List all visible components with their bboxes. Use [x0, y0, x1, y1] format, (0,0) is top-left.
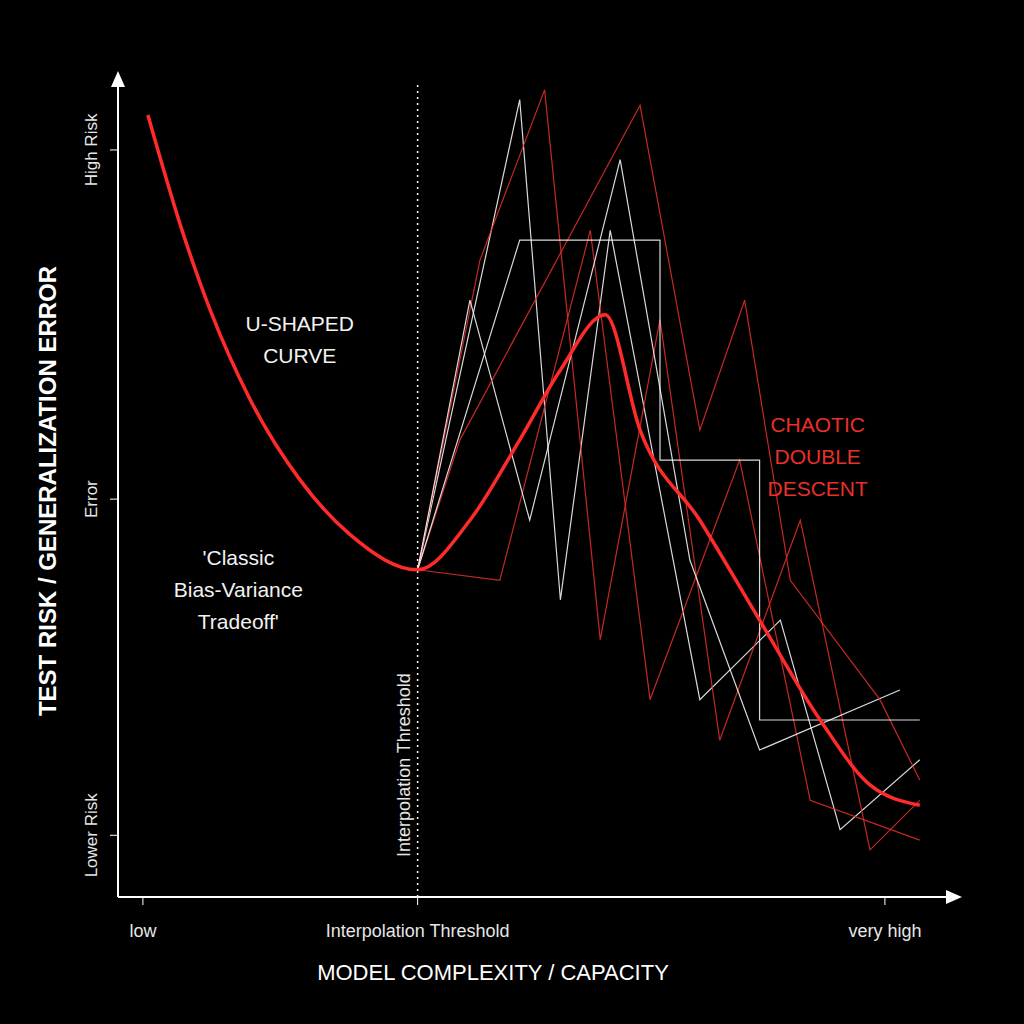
svg-text:CHAOTICDOUBLEDESCENT: CHAOTICDOUBLEDESCENT	[768, 413, 869, 500]
svg-text:Interpolation Threshold: Interpolation Threshold	[326, 921, 510, 941]
svg-text:Lower Risk: Lower Risk	[82, 793, 101, 878]
svg-text:High Risk: High Risk	[82, 113, 101, 186]
svg-text:MODEL COMPLEXITY / CAPACITY: MODEL COMPLEXITY / CAPACITY	[317, 960, 669, 985]
svg-text:'ClassicBias-VarianceTradeoff': 'ClassicBias-VarianceTradeoff'	[174, 546, 303, 633]
svg-text:TEST RISK / GENERALIZATION ERR: TEST RISK / GENERALIZATION ERROR	[34, 266, 61, 716]
svg-text:low: low	[129, 921, 157, 941]
svg-text:Interpolation Threshold: Interpolation Threshold	[394, 673, 414, 857]
svg-text:U-SHAPEDCURVE: U-SHAPEDCURVE	[246, 312, 355, 367]
svg-text:Error: Error	[82, 480, 101, 518]
svg-text:very high: very high	[848, 921, 921, 941]
